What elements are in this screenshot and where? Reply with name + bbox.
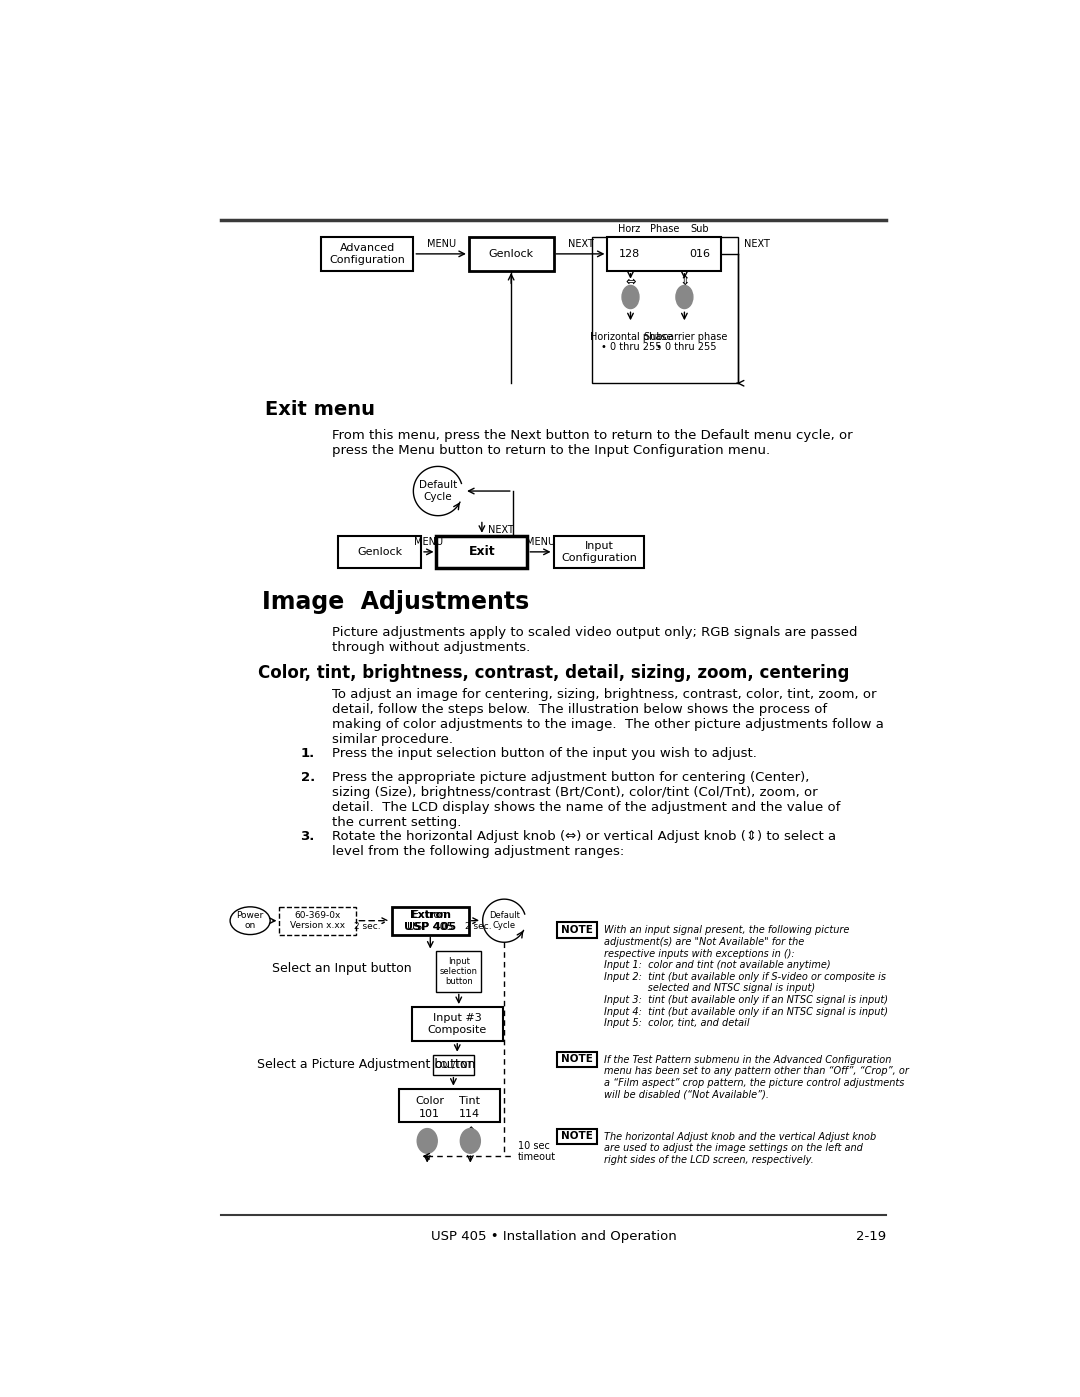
Text: Genlock: Genlock (488, 249, 534, 258)
Text: 2-19: 2-19 (856, 1231, 886, 1243)
Text: Press the input selection button of the input you wish to adjust.: Press the input selection button of the … (332, 746, 757, 760)
Text: • 0 thru 255: • 0 thru 255 (656, 342, 716, 352)
FancyBboxPatch shape (338, 535, 421, 569)
Text: Input #3
Composite: Input #3 Composite (428, 1013, 487, 1035)
Text: NEXT: NEXT (488, 525, 514, 535)
Text: ⇔: ⇔ (625, 275, 636, 288)
Text: Color, tint, brightness, contrast, detail, sizing, zoom, centering: Color, tint, brightness, contrast, detai… (258, 664, 849, 682)
Text: Sub: Sub (690, 224, 710, 233)
Ellipse shape (676, 285, 693, 309)
Text: 128: 128 (619, 249, 639, 258)
Text: NOTE: NOTE (562, 1132, 593, 1141)
Text: COL/TNT: COL/TNT (434, 1060, 473, 1069)
FancyBboxPatch shape (280, 907, 356, 935)
Text: Picture adjustments apply to scaled video output only; RGB signals are passed
th: Picture adjustments apply to scaled vide… (332, 626, 858, 654)
Text: ⇕: ⇕ (465, 1126, 475, 1139)
Text: Default
Cycle: Default Cycle (419, 481, 457, 502)
Text: Select a Picture Adjustment button: Select a Picture Adjustment button (257, 1058, 475, 1071)
Text: 10 sec
timeout: 10 sec timeout (518, 1141, 556, 1162)
Text: 101: 101 (419, 1109, 440, 1119)
Text: MENU: MENU (415, 538, 443, 548)
FancyBboxPatch shape (436, 535, 527, 569)
Text: To adjust an image for centering, sizing, brightness, contrast, color, tint, zoo: To adjust an image for centering, sizing… (332, 689, 883, 746)
Text: Subcarrier phase: Subcarrier phase (645, 331, 728, 342)
Text: Default
Cycle: Default Cycle (489, 911, 519, 930)
Text: Horizontal phase: Horizontal phase (590, 331, 673, 342)
Text: NEXT: NEXT (744, 239, 770, 249)
Text: ⇕: ⇕ (679, 275, 690, 288)
Text: Input
selection
button: Input selection button (440, 957, 477, 986)
Text: NOTE: NOTE (562, 1055, 593, 1065)
FancyBboxPatch shape (321, 237, 414, 271)
Text: Rotate the horizontal Adjust knob (⇔) or vertical Adjust knob (⇕) to select a
le: Rotate the horizontal Adjust knob (⇔) or… (332, 830, 836, 858)
FancyBboxPatch shape (436, 951, 481, 992)
Text: USP 405 • Installation and Operation: USP 405 • Installation and Operation (431, 1231, 676, 1243)
FancyBboxPatch shape (557, 922, 597, 937)
Text: MENU: MENU (427, 239, 456, 249)
Text: If the Test Pattern submenu in the Advanced Configuration
menu has been set to a: If the Test Pattern submenu in the Advan… (604, 1055, 908, 1099)
FancyBboxPatch shape (554, 535, 645, 569)
Ellipse shape (460, 1129, 481, 1154)
Text: Color: Color (415, 1097, 444, 1106)
FancyBboxPatch shape (411, 1007, 502, 1041)
Text: Exit: Exit (469, 545, 496, 559)
Text: Image  Adjustments: Image Adjustments (262, 590, 529, 613)
Text: ⇔: ⇔ (422, 1126, 432, 1139)
Text: 2 sec.: 2 sec. (354, 922, 380, 932)
Text: Exit menu: Exit menu (265, 400, 375, 419)
FancyBboxPatch shape (400, 1088, 500, 1122)
Text: Advanced
Configuration: Advanced Configuration (329, 243, 405, 264)
Text: Phase: Phase (650, 224, 679, 233)
Text: Tint: Tint (459, 1097, 481, 1106)
Text: 114: 114 (459, 1109, 481, 1119)
FancyBboxPatch shape (433, 1055, 474, 1074)
Text: Press the appropriate picture adjustment button for centering (Center),
sizing (: Press the appropriate picture adjustment… (332, 771, 840, 830)
FancyBboxPatch shape (392, 907, 469, 935)
FancyBboxPatch shape (557, 1052, 597, 1067)
Text: 3.: 3. (300, 830, 314, 842)
Text: With an input signal present, the following picture
adjustment(s) are "Not Avail: With an input signal present, the follow… (604, 925, 888, 1028)
Text: 016: 016 (689, 249, 711, 258)
Text: 2 sec.: 2 sec. (464, 922, 491, 932)
Ellipse shape (417, 1129, 437, 1154)
Text: Genlock: Genlock (356, 546, 402, 557)
Text: NOTE: NOTE (562, 925, 593, 935)
FancyBboxPatch shape (557, 1129, 597, 1144)
Text: Power
on: Power on (237, 911, 264, 930)
Text: 2.: 2. (300, 771, 314, 784)
Text: The horizontal Adjust knob and the vertical Adjust knob
are used to adjust the i: The horizontal Adjust knob and the verti… (604, 1132, 876, 1165)
Text: Select an Input button: Select an Input button (272, 963, 413, 975)
Ellipse shape (622, 285, 639, 309)
Ellipse shape (230, 907, 270, 935)
Text: Horz: Horz (618, 224, 640, 233)
Text: NEXT: NEXT (567, 239, 593, 249)
FancyBboxPatch shape (607, 237, 721, 271)
Text: Input
Configuration: Input Configuration (561, 541, 637, 563)
Text: MENU: MENU (526, 538, 555, 548)
Text: From this menu, press the Next button to return to the Default menu cycle, or
pr: From this menu, press the Next button to… (332, 429, 852, 457)
Text: Extron
USP 405: Extron USP 405 (407, 909, 454, 932)
Text: • 0 thru 255: • 0 thru 255 (600, 342, 662, 352)
Text: 60-369-0x
Version x.xx: 60-369-0x Version x.xx (291, 911, 346, 930)
FancyBboxPatch shape (469, 237, 554, 271)
Text: 1.: 1. (300, 746, 314, 760)
Text: Extron
USP 405: Extron USP 405 (404, 909, 457, 932)
